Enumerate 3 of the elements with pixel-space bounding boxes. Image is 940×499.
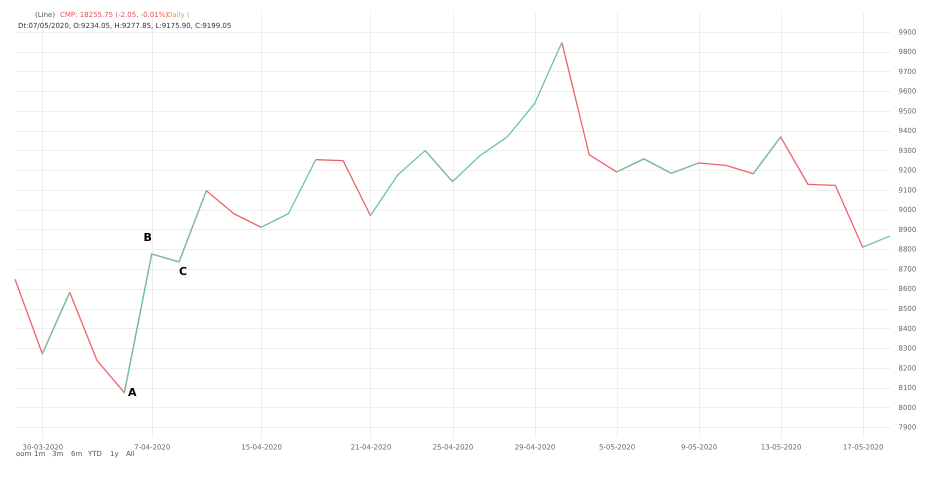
annotation: B	[144, 230, 152, 244]
annotation: A	[128, 386, 137, 399]
annotation: C	[179, 264, 188, 278]
